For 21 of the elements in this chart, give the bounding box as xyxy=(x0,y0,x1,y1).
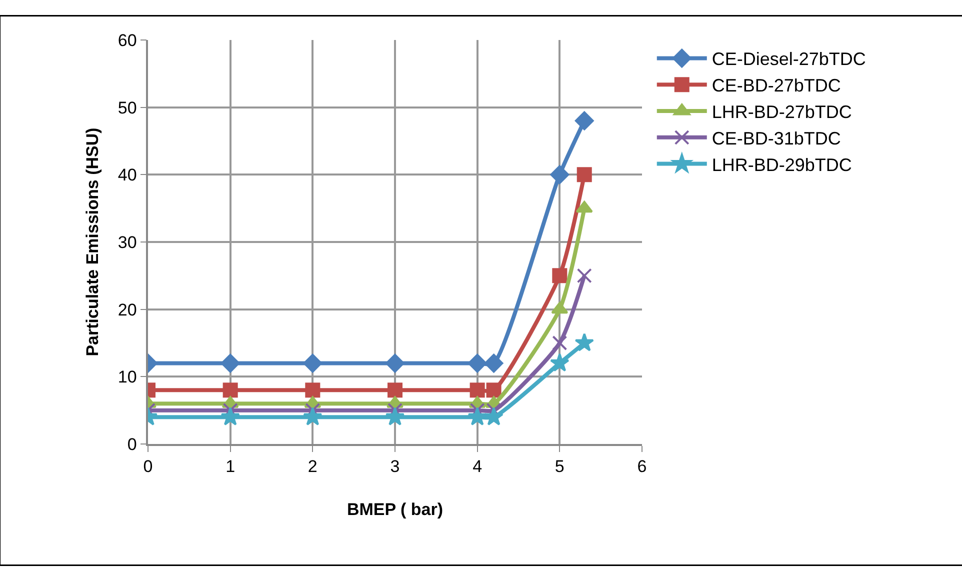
x-axis-title: BMEP ( bar) xyxy=(346,500,444,520)
x-tick-label: 3 xyxy=(390,457,400,476)
legend-label: LHR-BD-27bTDC xyxy=(712,102,852,122)
x-tick-label: 6 xyxy=(637,457,647,476)
y-tick-label: 30 xyxy=(118,232,137,252)
y-tick-label: 0 xyxy=(127,434,137,454)
x-tick-label: 5 xyxy=(554,457,564,476)
y-tick-label: 50 xyxy=(118,98,137,118)
legend-label: LHR-BD-29bTDC xyxy=(712,154,852,175)
x-tick-label: 1 xyxy=(226,457,236,476)
legend-label: CE-Diesel-27bTDC xyxy=(712,49,866,70)
y-tick-label: 60 xyxy=(118,30,137,50)
legend-label: CE-BD-27bTDC xyxy=(712,76,841,96)
x-tick-label: 4 xyxy=(472,457,482,476)
y-tick-label: 40 xyxy=(118,166,137,185)
x-tick-label: 2 xyxy=(308,457,318,476)
x-tick-label: 0 xyxy=(143,457,153,476)
y-axis-title: Particulate Emissions (HSU) xyxy=(82,128,102,356)
y-tick-label: 10 xyxy=(118,368,137,387)
legend-label: CE-BD-31bTDC xyxy=(712,128,841,148)
y-tick-label: 20 xyxy=(118,300,137,320)
